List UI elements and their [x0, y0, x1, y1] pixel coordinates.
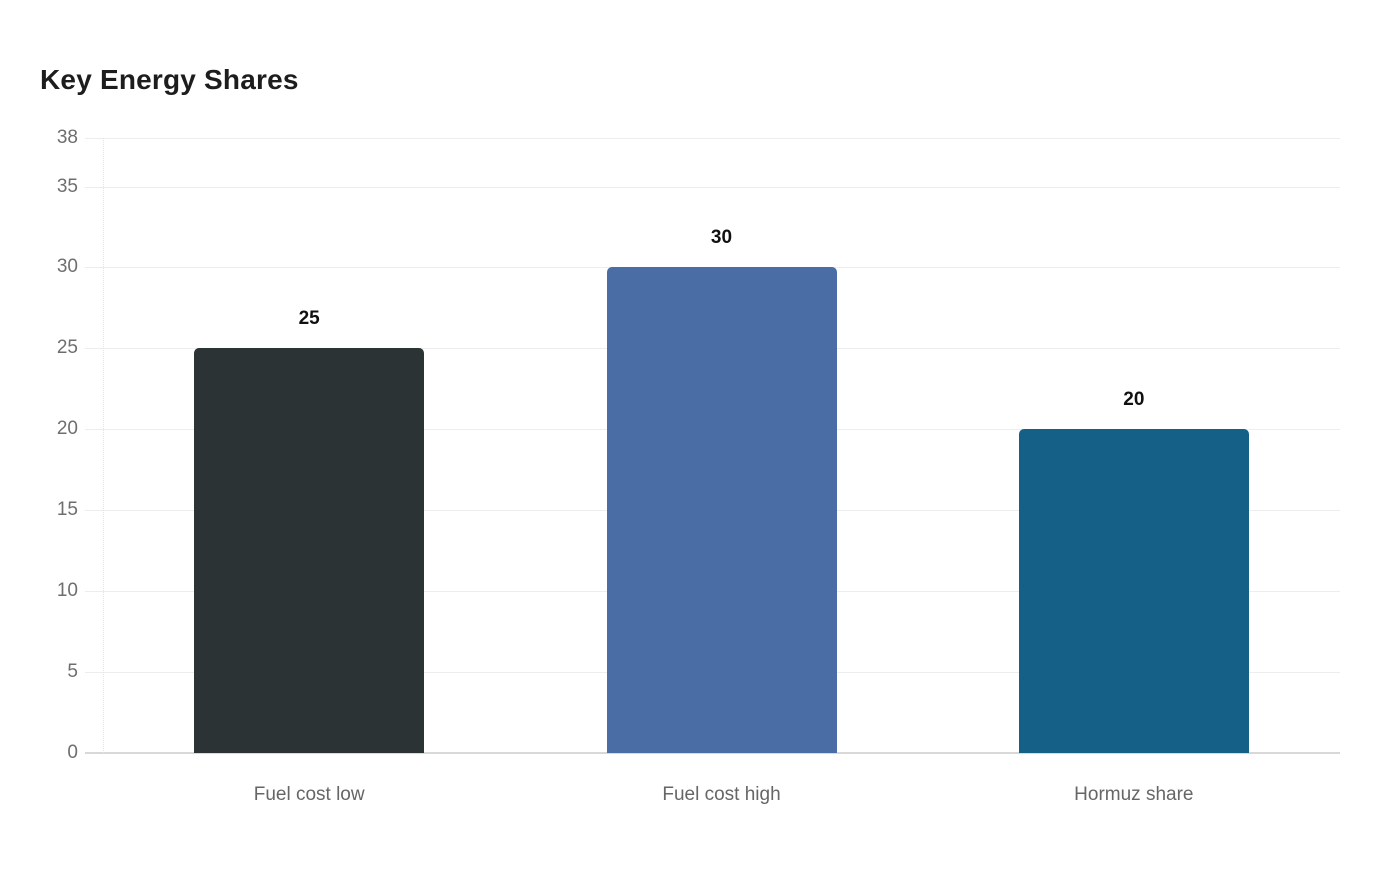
y-tick-label-25: 25 — [56, 337, 78, 359]
y-tick-label-35: 35 — [56, 175, 78, 197]
x-category-label-hormuz-share: Hormuz share — [1074, 784, 1194, 805]
x-category-label-fuel-cost-low: Fuel cost low — [253, 784, 365, 805]
x-category-label-fuel-cost-high: Fuel cost high — [662, 784, 781, 805]
chart-title: Key Energy Shares — [40, 64, 299, 95]
y-tick-label-20: 20 — [56, 418, 78, 440]
x-axis-baseline — [85, 752, 1340, 754]
y-axis-line — [103, 138, 104, 753]
bar-value-label-hormuz-share: 20 — [1123, 389, 1145, 411]
bar-fuel-cost-high[interactable] — [606, 267, 837, 753]
y-tick-label-5: 5 — [67, 661, 78, 683]
bar-value-label-fuel-cost-high: 30 — [710, 227, 733, 249]
bar-fuel-cost-low[interactable] — [194, 348, 425, 753]
gridline-y-38 — [85, 138, 1340, 139]
y-tick-label-30: 30 — [56, 256, 78, 278]
y-tick-label-38: 38 — [56, 127, 78, 148]
bar-value-label-fuel-cost-low: 25 — [298, 308, 320, 330]
bar-hormuz-share[interactable] — [1018, 429, 1249, 753]
y-tick-label-15: 15 — [56, 499, 78, 521]
gridline-y-35 — [85, 186, 1340, 188]
y-tick-label-0: 0 — [67, 742, 78, 763]
y-tick-label-10: 10 — [56, 580, 78, 602]
